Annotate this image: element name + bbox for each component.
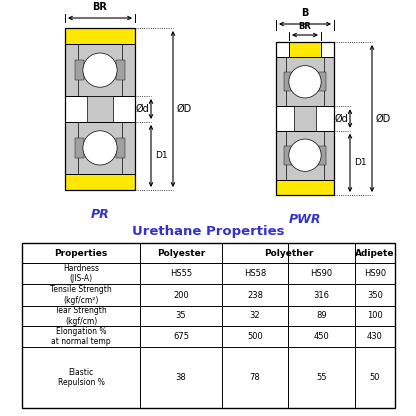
Text: 100: 100 — [367, 312, 383, 320]
Bar — [284, 72, 292, 92]
Text: Polyether: Polyether — [264, 248, 313, 258]
Text: PR: PR — [91, 208, 109, 221]
Bar — [294, 106, 316, 131]
Bar — [65, 174, 135, 190]
Bar — [276, 42, 334, 195]
Bar — [22, 243, 395, 408]
Text: 450: 450 — [314, 332, 329, 341]
Bar — [276, 57, 334, 106]
Text: PWR: PWR — [289, 213, 321, 226]
Text: Tensile Strength
(kgf/cm²): Tensile Strength (kgf/cm²) — [50, 285, 112, 305]
Text: Properties: Properties — [54, 248, 108, 258]
Text: 89: 89 — [316, 312, 327, 320]
Bar — [75, 60, 84, 80]
Bar — [276, 131, 334, 180]
Text: 675: 675 — [173, 332, 189, 341]
Bar — [318, 72, 326, 92]
Text: HS55: HS55 — [170, 269, 192, 278]
Bar — [318, 146, 326, 165]
Bar — [276, 180, 334, 195]
Text: 78: 78 — [250, 373, 260, 382]
Circle shape — [83, 131, 117, 165]
Text: Adipete: Adipete — [355, 248, 395, 258]
Bar — [116, 138, 125, 158]
Bar — [65, 28, 135, 190]
Bar — [65, 122, 135, 174]
Text: Polyester: Polyester — [157, 248, 205, 258]
Text: 32: 32 — [250, 312, 260, 320]
Text: 55: 55 — [316, 373, 327, 382]
Bar — [116, 60, 125, 80]
Text: Urethane Properties: Urethane Properties — [132, 225, 284, 238]
Bar — [284, 146, 292, 165]
Text: 430: 430 — [367, 332, 383, 341]
Circle shape — [83, 53, 117, 87]
Text: D1: D1 — [354, 158, 366, 167]
Text: HS90: HS90 — [364, 269, 386, 278]
Text: 316: 316 — [314, 290, 329, 300]
Bar — [65, 44, 135, 96]
Text: 38: 38 — [176, 373, 186, 382]
Text: 200: 200 — [173, 290, 189, 300]
Bar — [289, 42, 321, 57]
Text: BR: BR — [93, 2, 107, 12]
Text: Ød: Ød — [135, 104, 149, 114]
Text: Hardness
(JIS-A): Hardness (JIS-A) — [63, 264, 99, 283]
Text: BR: BR — [299, 22, 312, 31]
Text: 35: 35 — [176, 312, 186, 320]
Text: D1: D1 — [155, 151, 168, 161]
Text: Ød: Ød — [334, 114, 348, 124]
Text: 238: 238 — [247, 290, 263, 300]
Text: 350: 350 — [367, 290, 383, 300]
Text: Elastic
Repulsion %: Elastic Repulsion % — [57, 368, 104, 387]
Text: HS90: HS90 — [310, 269, 332, 278]
Bar — [75, 138, 84, 158]
Bar — [65, 28, 135, 44]
Text: Tear Strength
(kgf/cm): Tear Strength (kgf/cm) — [55, 306, 107, 326]
Text: 500: 500 — [247, 332, 263, 341]
Circle shape — [289, 139, 321, 171]
Text: 50: 50 — [370, 373, 380, 382]
Text: B: B — [301, 8, 309, 18]
Text: ØD: ØD — [177, 104, 192, 114]
Text: Elongation %
at normal temp: Elongation % at normal temp — [51, 327, 111, 346]
Text: HS58: HS58 — [244, 269, 266, 278]
Text: ØD: ØD — [376, 114, 391, 124]
Circle shape — [289, 66, 321, 98]
Bar — [87, 96, 113, 122]
